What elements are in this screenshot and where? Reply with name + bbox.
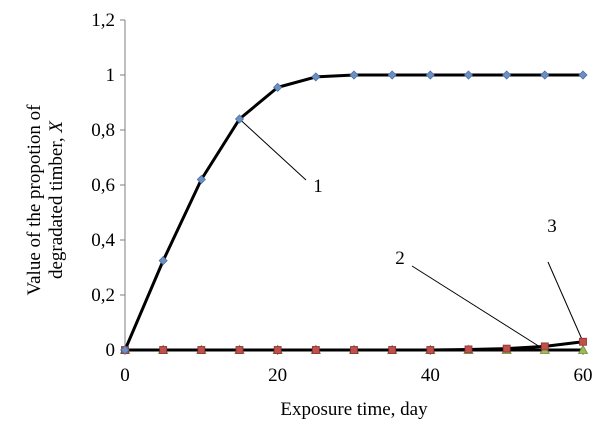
series-3-point	[350, 346, 358, 354]
y-tick-label: 0,8	[91, 120, 115, 141]
axes	[124, 20, 583, 351]
callout-label-1: 1	[313, 176, 323, 197]
series-1-point	[425, 70, 435, 80]
callout-leader-3	[547, 261, 584, 342]
series-3-point	[311, 346, 320, 354]
series-1-point	[196, 174, 206, 185]
x-axis-title: Exposure time, day	[280, 399, 428, 420]
ticks: 0 0,2 0,4 0,6 0,8 1 1,2 0 20 40 60	[91, 10, 592, 386]
series-lines	[123, 73, 584, 352]
series-3-point	[388, 346, 397, 354]
series-1-point	[502, 70, 512, 80]
x-tick-label: 20	[268, 365, 287, 386]
series-1-point	[349, 70, 359, 80]
series-1-point	[158, 256, 168, 266]
y-axis-title-line-2: degradated timber, X	[46, 120, 67, 279]
y-axis-title-line-1: Value of the propotion of	[24, 104, 45, 296]
x-tick-label: 40	[421, 365, 440, 386]
series-3-point	[426, 346, 435, 354]
series-3-point	[159, 346, 168, 354]
series-3-point	[502, 344, 511, 353]
callout-leader-2	[411, 265, 546, 351]
series-3-point	[540, 342, 549, 351]
series-3-point	[579, 337, 587, 346]
series-1-point	[387, 70, 397, 80]
series-1-point	[120, 345, 130, 355]
y-tick-label: 0,4	[91, 230, 115, 251]
callout-lines	[239, 118, 584, 351]
series-3-point	[273, 346, 282, 354]
series-1-point	[540, 70, 550, 80]
callout-label-2: 2	[395, 248, 405, 269]
series-2-point	[577, 344, 589, 354]
y-axis-variable: X	[46, 120, 67, 134]
series-1-point	[463, 70, 474, 80]
x-tick-label: 60	[574, 365, 593, 386]
series-3-point	[235, 346, 244, 354]
callout-labels: 1 2 3	[313, 176, 557, 269]
markers	[119, 70, 589, 355]
y-tick-label: 0,6	[91, 175, 115, 196]
y-tick-label: 0	[106, 340, 116, 361]
series-1-point	[578, 70, 588, 80]
y-axis-title-text: degradated timber,	[46, 133, 67, 279]
y-tick-label: 1	[106, 65, 116, 86]
callout-leader-1	[239, 118, 307, 181]
series-3-point	[464, 345, 473, 354]
y-tick-label: 1,2	[91, 10, 115, 31]
y-tick-label: 0,2	[91, 285, 115, 306]
series-1-point	[234, 114, 245, 124]
series-line-1	[123, 73, 583, 351]
series-1-point	[311, 72, 321, 82]
series-3-point	[197, 346, 206, 354]
callout-label-3: 3	[547, 216, 557, 237]
series-1-point	[273, 82, 283, 92]
x-tick-label: 0	[120, 365, 130, 386]
